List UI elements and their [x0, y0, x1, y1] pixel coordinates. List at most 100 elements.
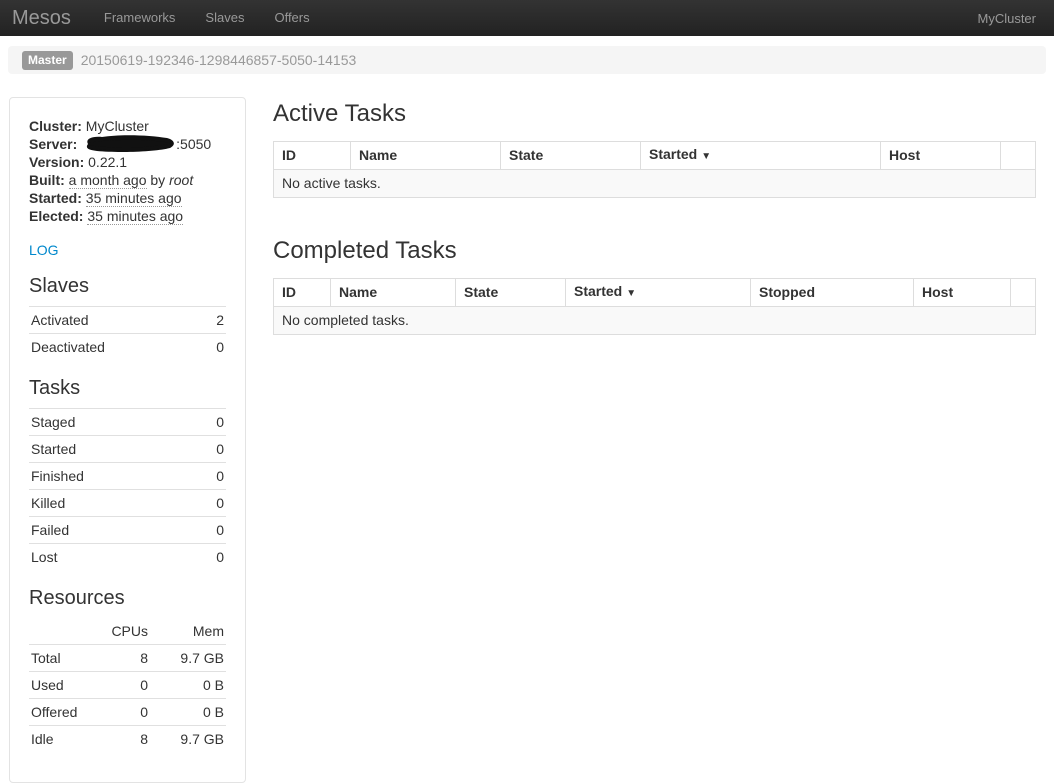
resources-header-spacer — [31, 623, 96, 640]
col-header-label: Host — [922, 284, 954, 300]
tasks-row-failed: Failed 0 — [29, 516, 226, 543]
completed-tasks-table: ID Name State Started ▼ Stopped Host No c… — [273, 278, 1036, 335]
nav-item-slaves[interactable]: Slaves — [205, 10, 245, 25]
resources-header-row: CPUs Mem — [29, 618, 226, 644]
row-label: Staged — [31, 414, 76, 430]
built-by-text: by — [150, 172, 166, 188]
col-header-host[interactable]: Host — [913, 278, 1011, 307]
col-header-name[interactable]: Name — [350, 141, 501, 170]
row-label: Offered — [31, 704, 78, 720]
elected-relative-time: 35 minutes ago — [87, 208, 184, 225]
row-value: 0 — [216, 468, 224, 484]
master-id-text: 20150619-192346-1298446857-5050-14153 — [80, 52, 357, 68]
row-label: Lost — [31, 549, 58, 565]
completed-tasks-empty-row: No completed tasks. — [273, 306, 1036, 335]
row-mem: 0 B — [202, 677, 224, 693]
built-info-line: Built: a month ago by root — [29, 171, 226, 189]
col-header-label: Started — [574, 283, 623, 299]
empty-state-text: No active tasks. — [273, 169, 1036, 198]
tasks-row-lost: Lost 0 — [29, 543, 226, 570]
elected-label: Elected: — [29, 208, 84, 224]
slaves-row-activated: Activated 2 — [29, 306, 226, 333]
active-tasks-empty-row: No active tasks. — [273, 169, 1036, 198]
tasks-section-title: Tasks — [29, 377, 81, 399]
active-tasks-title: Active Tasks — [273, 100, 406, 127]
active-tasks-table: ID Name State Started ▼ Host No active ta… — [273, 141, 1036, 198]
version-label: Version: — [29, 154, 85, 170]
slaves-section-title: Slaves — [29, 275, 90, 297]
built-relative-time: a month ago — [68, 172, 147, 189]
row-label: Activated — [31, 312, 89, 328]
empty-state-text: No completed tasks. — [273, 306, 1036, 335]
col-header-label: Name — [339, 284, 378, 300]
row-value: 0 — [216, 441, 224, 457]
master-id-bar: Master 20150619-192346-1298446857-5050-1… — [8, 46, 1046, 74]
completed-tasks-header-row: ID Name State Started ▼ Stopped Host — [273, 278, 1036, 307]
completed-tasks-title: Completed Tasks — [273, 237, 457, 264]
resources-table: CPUs Mem Total 8 9.7 GB Used 0 0 B Offer… — [29, 618, 226, 752]
resources-row-used: Used 0 0 B — [29, 671, 226, 698]
elected-info-line: Elected: 35 minutes ago — [29, 207, 226, 225]
col-header-state[interactable]: State — [500, 141, 641, 170]
tasks-row-killed: Killed 0 — [29, 489, 226, 516]
slaves-table: Activated 2 Deactivated 0 — [29, 306, 226, 360]
server-port: :5050 — [176, 136, 212, 152]
resources-row-idle: Idle 8 9.7 GB — [29, 725, 226, 752]
row-value: 0 — [216, 522, 224, 538]
built-user: root — [169, 172, 194, 188]
row-label: Total — [31, 650, 61, 666]
row-value: 0 — [216, 414, 224, 430]
started-relative-time: 35 minutes ago — [85, 190, 182, 207]
sort-desc-icon: ▼ — [701, 151, 712, 162]
started-info-line: Started: 35 minutes ago — [29, 189, 226, 207]
tasks-table: Staged 0 Started 0 Finished 0 Killed 0 F… — [29, 408, 226, 570]
nav-item-offers[interactable]: Offers — [274, 10, 310, 25]
col-header-label: Stopped — [759, 284, 815, 300]
col-header-label: ID — [282, 147, 296, 163]
col-header-name[interactable]: Name — [330, 278, 456, 307]
server-label: Server: — [29, 136, 78, 152]
resources-section-title: Resources — [29, 587, 125, 609]
resources-header-mem: Mem — [192, 623, 224, 639]
col-header-label: State — [464, 284, 499, 300]
row-value: 0 — [216, 549, 224, 565]
row-cpus: 8 — [140, 731, 148, 747]
col-header-empty — [1010, 278, 1036, 307]
brand-link-mesos[interactable]: Mesos — [12, 7, 71, 29]
col-header-label: State — [509, 147, 544, 163]
col-header-id[interactable]: ID — [273, 141, 351, 170]
nav-item-frameworks[interactable]: Frameworks — [103, 10, 176, 25]
active-tasks-header-row: ID Name State Started ▼ Host — [273, 141, 1036, 170]
col-header-host[interactable]: Host — [880, 141, 1001, 170]
built-label: Built: — [29, 172, 65, 188]
resources-row-total: Total 8 9.7 GB — [29, 644, 226, 671]
tasks-row-started: Started 0 — [29, 435, 226, 462]
version-value: 0.22.1 — [88, 154, 128, 170]
col-header-state[interactable]: State — [455, 278, 566, 307]
col-header-started[interactable]: Started ▼ — [640, 141, 881, 170]
started-label: Started: — [29, 190, 82, 206]
top-navbar: Mesos Frameworks Slaves Offers MyCluster — [0, 0, 1054, 36]
row-label: Failed — [31, 522, 70, 538]
log-link[interactable]: LOG — [29, 242, 59, 258]
row-label: Used — [31, 677, 64, 693]
tasks-row-staged: Staged 0 — [29, 408, 226, 435]
row-label: Deactivated — [31, 339, 105, 355]
slaves-row-deactivated: Deactivated 0 — [29, 333, 226, 360]
col-header-label: ID — [282, 284, 296, 300]
server-info-line: Server: :5050 — [29, 134, 226, 153]
master-badge: Master — [22, 50, 73, 70]
row-value: 2 — [216, 312, 224, 328]
row-cpus: 0 — [140, 677, 148, 693]
col-header-id[interactable]: ID — [273, 278, 331, 307]
row-label: Killed — [31, 495, 66, 511]
col-header-stopped[interactable]: Stopped — [750, 278, 914, 307]
tasks-row-finished: Finished 0 — [29, 462, 226, 489]
row-value: 0 — [216, 339, 224, 355]
row-mem: 9.7 GB — [180, 650, 224, 666]
resources-row-offered: Offered 0 0 B — [29, 698, 226, 725]
col-header-started[interactable]: Started ▼ — [565, 278, 751, 307]
col-header-empty — [1000, 141, 1036, 170]
cluster-info-line: Cluster: MyCluster — [29, 117, 226, 135]
row-label: Idle — [31, 731, 54, 747]
